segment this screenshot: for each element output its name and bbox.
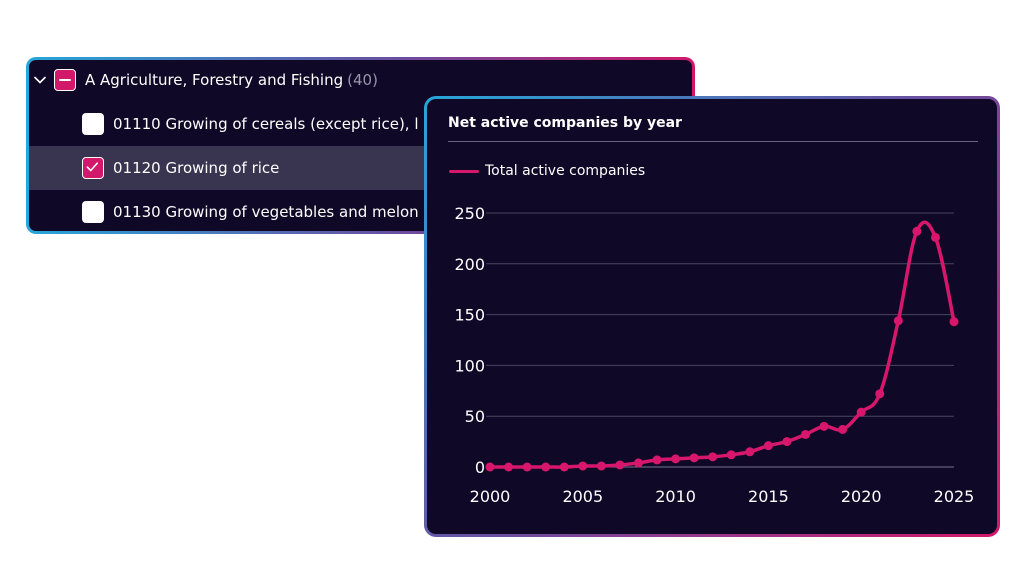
data-point	[633, 458, 643, 468]
data-point	[652, 455, 662, 465]
data-point	[689, 453, 699, 463]
x-tick-label: 2025	[934, 487, 975, 506]
data-point	[485, 462, 495, 472]
tree-parent-count: (40)	[347, 71, 378, 89]
item-checkbox[interactable]	[82, 201, 104, 223]
data-point	[708, 452, 718, 462]
tree-parent-label: A Agriculture, Forestry and Fishing (40)	[85, 71, 378, 89]
x-tick-label: 2020	[841, 487, 882, 506]
line-chart: 0 50 100 150 200 250 2000 2005 2010 2015 2020 2025	[454, 204, 975, 506]
tree-item-label: 01130 Growing of vegetables and melon	[113, 203, 419, 221]
data-point	[578, 461, 588, 471]
y-tick-label: 150	[454, 306, 485, 325]
x-tick-label: 2000	[470, 487, 511, 506]
data-point	[671, 454, 681, 464]
chart-legend[interactable]: Total active companies	[449, 163, 645, 179]
data-point	[763, 441, 773, 451]
x-tick-label: 2015	[748, 487, 789, 506]
series-line	[488, 220, 956, 469]
chart-title: Net active companies by year	[448, 115, 682, 131]
data-point	[541, 462, 551, 472]
chart-panel: Net active companies by year Total activ…	[424, 96, 1000, 537]
data-point	[782, 437, 792, 447]
tree-item-label: 01110 Growing of cereals (except rice), …	[113, 115, 419, 133]
y-tick-label: 250	[454, 204, 485, 223]
data-point	[949, 317, 959, 327]
legend-swatch	[449, 169, 479, 173]
chart-card: Net active companies by year Total activ…	[427, 99, 997, 534]
tree-row-parent[interactable]: A Agriculture, Forestry and Fishing (40)	[29, 60, 692, 102]
y-tick-label: 0	[475, 458, 485, 477]
data-point	[930, 232, 940, 242]
tree-row-item[interactable]: 01130 Growing of vegetables and melon	[29, 190, 692, 231]
data-point	[819, 421, 829, 431]
data-point	[912, 226, 922, 236]
tree-parent-label-text: A Agriculture, Forestry and Fishing	[85, 71, 344, 89]
data-point	[615, 460, 625, 470]
x-tick-label: 2010	[655, 487, 696, 506]
data-point	[559, 462, 569, 472]
x-tick-label: 2005	[562, 487, 603, 506]
data-point	[893, 316, 903, 326]
tree-row-item[interactable]: 01110 Growing of cereals (except rice), …	[29, 102, 692, 146]
data-point	[801, 429, 811, 439]
item-checkbox-checked[interactable]	[82, 157, 104, 179]
data-point	[596, 461, 606, 471]
title-divider	[448, 141, 978, 142]
tree-item-label: 01120 Growing of rice	[113, 159, 280, 177]
data-point	[504, 462, 514, 472]
data-point	[856, 407, 866, 417]
y-tick-label: 50	[465, 407, 485, 426]
checkmark-icon	[86, 162, 99, 172]
data-point	[745, 447, 755, 457]
y-tick-label: 200	[454, 255, 485, 274]
data-point	[522, 462, 532, 472]
item-checkbox[interactable]	[82, 113, 104, 135]
data-point	[875, 389, 885, 399]
data-point	[838, 424, 848, 434]
y-tick-label: 100	[454, 356, 485, 375]
parent-checkbox[interactable]	[54, 69, 76, 91]
data-point	[726, 450, 736, 460]
legend-label: Total active companies	[485, 163, 646, 179]
chevron-down-icon[interactable]	[34, 74, 46, 86]
